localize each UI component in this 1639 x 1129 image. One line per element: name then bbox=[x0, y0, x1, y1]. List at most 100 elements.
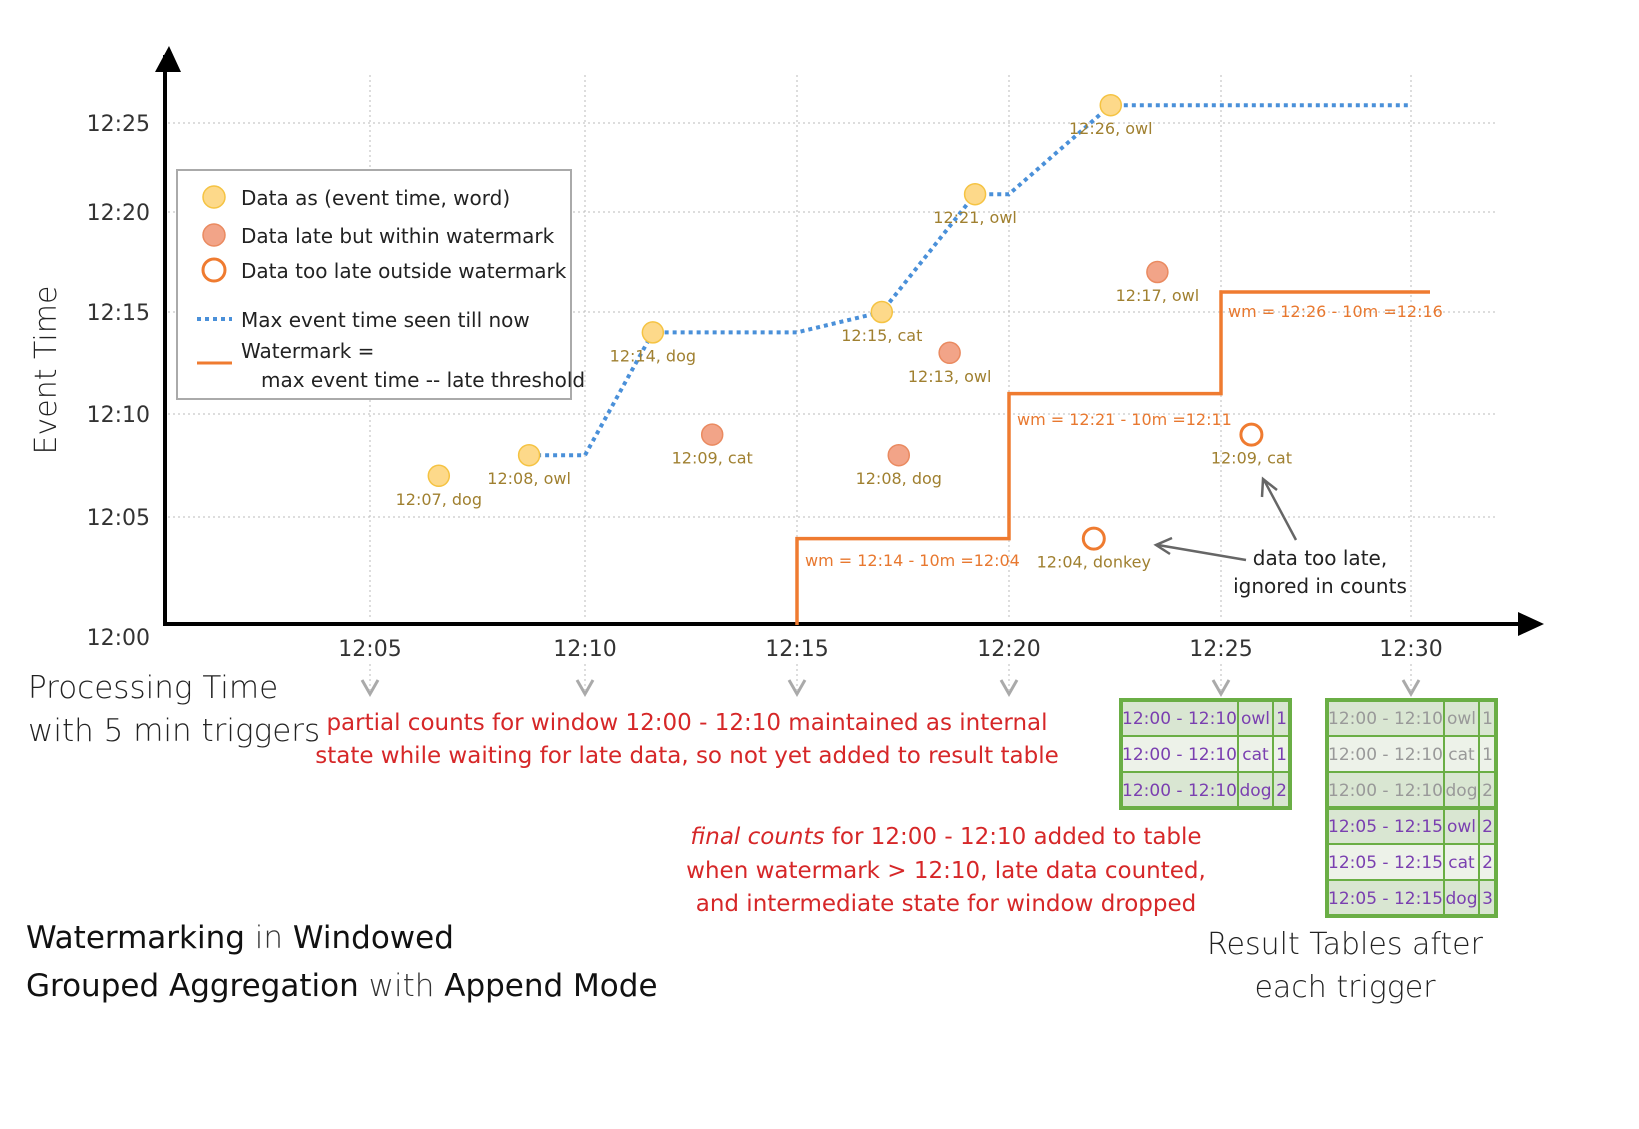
trigger-arrow-icon bbox=[360, 679, 380, 698]
result-table-cell-old: dog bbox=[1446, 781, 1478, 801]
trigger-arrow-icon bbox=[1211, 679, 1231, 698]
tables-caption: Result Tables after bbox=[1207, 927, 1484, 962]
diagram-title: Watermarking in Windowed bbox=[26, 920, 454, 956]
svg-text:Data late but within watermark: Data late but within watermark bbox=[241, 224, 555, 248]
result-table-cell-old: 12:00 - 12:10 bbox=[1328, 781, 1443, 801]
result-table-cell: owl bbox=[1447, 817, 1476, 837]
data-point-label: 12:21, owl bbox=[933, 208, 1017, 227]
watermark-label: wm = 12:14 - 10m =12:04 bbox=[805, 551, 1020, 570]
svg-text:Data too late outside watermar: Data too late outside watermark bbox=[241, 259, 567, 283]
partial-counts-note: partial counts for window 12:00 - 12:10 … bbox=[326, 710, 1047, 736]
result-table-cell: 12:05 - 12:15 bbox=[1328, 817, 1443, 837]
result-table-cell-old: 2 bbox=[1482, 781, 1493, 801]
data-point-label: 12:07, dog bbox=[396, 490, 482, 509]
y-axis-arrow bbox=[155, 46, 181, 72]
result-table-cell: dog bbox=[1240, 781, 1272, 801]
data-point-late bbox=[887, 443, 911, 467]
max-event-time-line bbox=[529, 103, 1411, 458]
legend: Data as (event time, word) Data late but… bbox=[176, 169, 585, 400]
data-point-too-late bbox=[1081, 526, 1106, 551]
data-point-late bbox=[938, 341, 961, 365]
result-table-cell: 12:00 - 12:10 bbox=[1122, 745, 1237, 765]
x-tick-label: 12:20 bbox=[977, 637, 1040, 662]
data-point-label: 12:15, cat bbox=[841, 326, 922, 345]
result-table-cell-old: 1 bbox=[1482, 745, 1493, 765]
y-tick-label: 12:05 bbox=[87, 506, 150, 531]
tables-caption: each trigger bbox=[1254, 970, 1436, 1005]
data-point-normal bbox=[870, 300, 894, 324]
legend-late-marker bbox=[202, 223, 226, 247]
x-tick-label: 12:05 bbox=[338, 637, 401, 662]
result-table-cell: 2 bbox=[1482, 853, 1493, 873]
data-point-label: 12:08, owl bbox=[487, 469, 571, 488]
data-point-label: 12:09, cat bbox=[672, 449, 753, 468]
svg-text:Watermark =: Watermark = bbox=[241, 339, 374, 363]
data-point-too-late bbox=[1239, 422, 1264, 447]
data-point-label: 12:14, dog bbox=[610, 346, 696, 365]
watermark-line bbox=[795, 290, 1430, 625]
x-tick-label: 12:30 bbox=[1379, 637, 1442, 662]
result-table-cell: cat bbox=[1448, 853, 1475, 873]
result-table-cell: 12:00 - 12:10 bbox=[1122, 709, 1237, 729]
result-table-border bbox=[1119, 698, 1292, 810]
svg-text:Max event time seen till now: Max event time seen till now bbox=[241, 308, 530, 332]
x-axis-arrow bbox=[1518, 612, 1544, 636]
y-tick-label: 12:20 bbox=[87, 201, 150, 226]
partial-counts-note: state while waiting for late data, so no… bbox=[315, 743, 1059, 769]
result-table-cell: 2 bbox=[1482, 817, 1493, 837]
result-table-cell: 1 bbox=[1276, 709, 1287, 729]
result-table-cell-old: 12:00 - 12:10 bbox=[1328, 709, 1443, 729]
y-axis-label: Event Time bbox=[29, 286, 64, 455]
too-late-note: data too late, bbox=[1253, 546, 1387, 570]
y-tick-label: 12:25 bbox=[87, 112, 150, 137]
x-axis-label: with 5 min triggers bbox=[28, 713, 320, 749]
y-tick-label: 12:00 bbox=[87, 626, 150, 651]
watermark-label: wm = 12:26 - 10m =12:16 bbox=[1228, 302, 1443, 321]
result-table-cell: 2 bbox=[1276, 781, 1287, 801]
data-point-normal bbox=[963, 182, 987, 206]
y-tick-label: 12:10 bbox=[87, 403, 150, 428]
final-counts-note: final counts for 12:00 - 12:10 added to … bbox=[690, 824, 1201, 850]
result-table-cell: dog bbox=[1446, 889, 1478, 909]
data-point-normal bbox=[641, 321, 665, 344]
x-tick-label: 12:25 bbox=[1189, 637, 1252, 662]
data-point-label: 12:08, dog bbox=[856, 469, 942, 488]
final-counts-note: and intermediate state for window droppe… bbox=[696, 891, 1197, 917]
annotation-arrow bbox=[1262, 479, 1298, 541]
result-table-cell-old: cat bbox=[1448, 745, 1475, 765]
result-table-cell: 12:00 - 12:10 bbox=[1122, 781, 1237, 801]
data-point-normal bbox=[517, 443, 541, 467]
x-tick-label: 12:10 bbox=[553, 637, 616, 662]
trigger-arrow-icon bbox=[575, 679, 595, 698]
legend-normal-marker bbox=[202, 185, 226, 209]
data-point-late bbox=[1146, 260, 1169, 284]
data-point-label: 12:26, owl bbox=[1069, 119, 1153, 138]
result-table-cell: owl bbox=[1241, 709, 1270, 729]
svg-text:Data as (event time, word): Data as (event time, word) bbox=[241, 186, 510, 210]
legend-too-late-marker bbox=[201, 257, 227, 283]
data-point-normal bbox=[1099, 93, 1123, 117]
trigger-arrow-icon bbox=[999, 679, 1019, 698]
data-point-normal bbox=[427, 464, 451, 488]
svg-text:max event time -- late thresho: max event time -- late threshold bbox=[261, 368, 585, 392]
diagram-title: Grouped Aggregation with Append Mode bbox=[26, 968, 658, 1004]
result-table-cell: 12:05 - 12:15 bbox=[1328, 853, 1443, 873]
too-late-note: ignored in counts bbox=[1233, 574, 1407, 598]
data-point-label: 12:13, owl bbox=[908, 367, 992, 386]
final-counts-note: when watermark > 12:10, late data counte… bbox=[686, 858, 1206, 884]
result-table-cell: cat bbox=[1242, 745, 1269, 765]
data-point-label: 12:09, cat bbox=[1211, 449, 1292, 468]
y-tick-label: 12:15 bbox=[87, 301, 150, 326]
result-table-cell-old: owl bbox=[1447, 709, 1476, 729]
result-table-cell-old: 12:00 - 12:10 bbox=[1328, 745, 1443, 765]
trigger-arrow-icon bbox=[787, 679, 807, 698]
result-table-cell: 1 bbox=[1276, 745, 1287, 765]
x-tick-label: 12:15 bbox=[765, 637, 828, 662]
result-table-border bbox=[1325, 806, 1498, 918]
result-table-cell: 12:05 - 12:15 bbox=[1328, 889, 1443, 909]
result-table-cell-old: 1 bbox=[1482, 709, 1493, 729]
trigger-arrow-icon bbox=[1401, 679, 1421, 698]
x-axis-label: Processing Time bbox=[28, 670, 278, 706]
data-point-label: 12:04, donkey bbox=[1037, 553, 1151, 572]
